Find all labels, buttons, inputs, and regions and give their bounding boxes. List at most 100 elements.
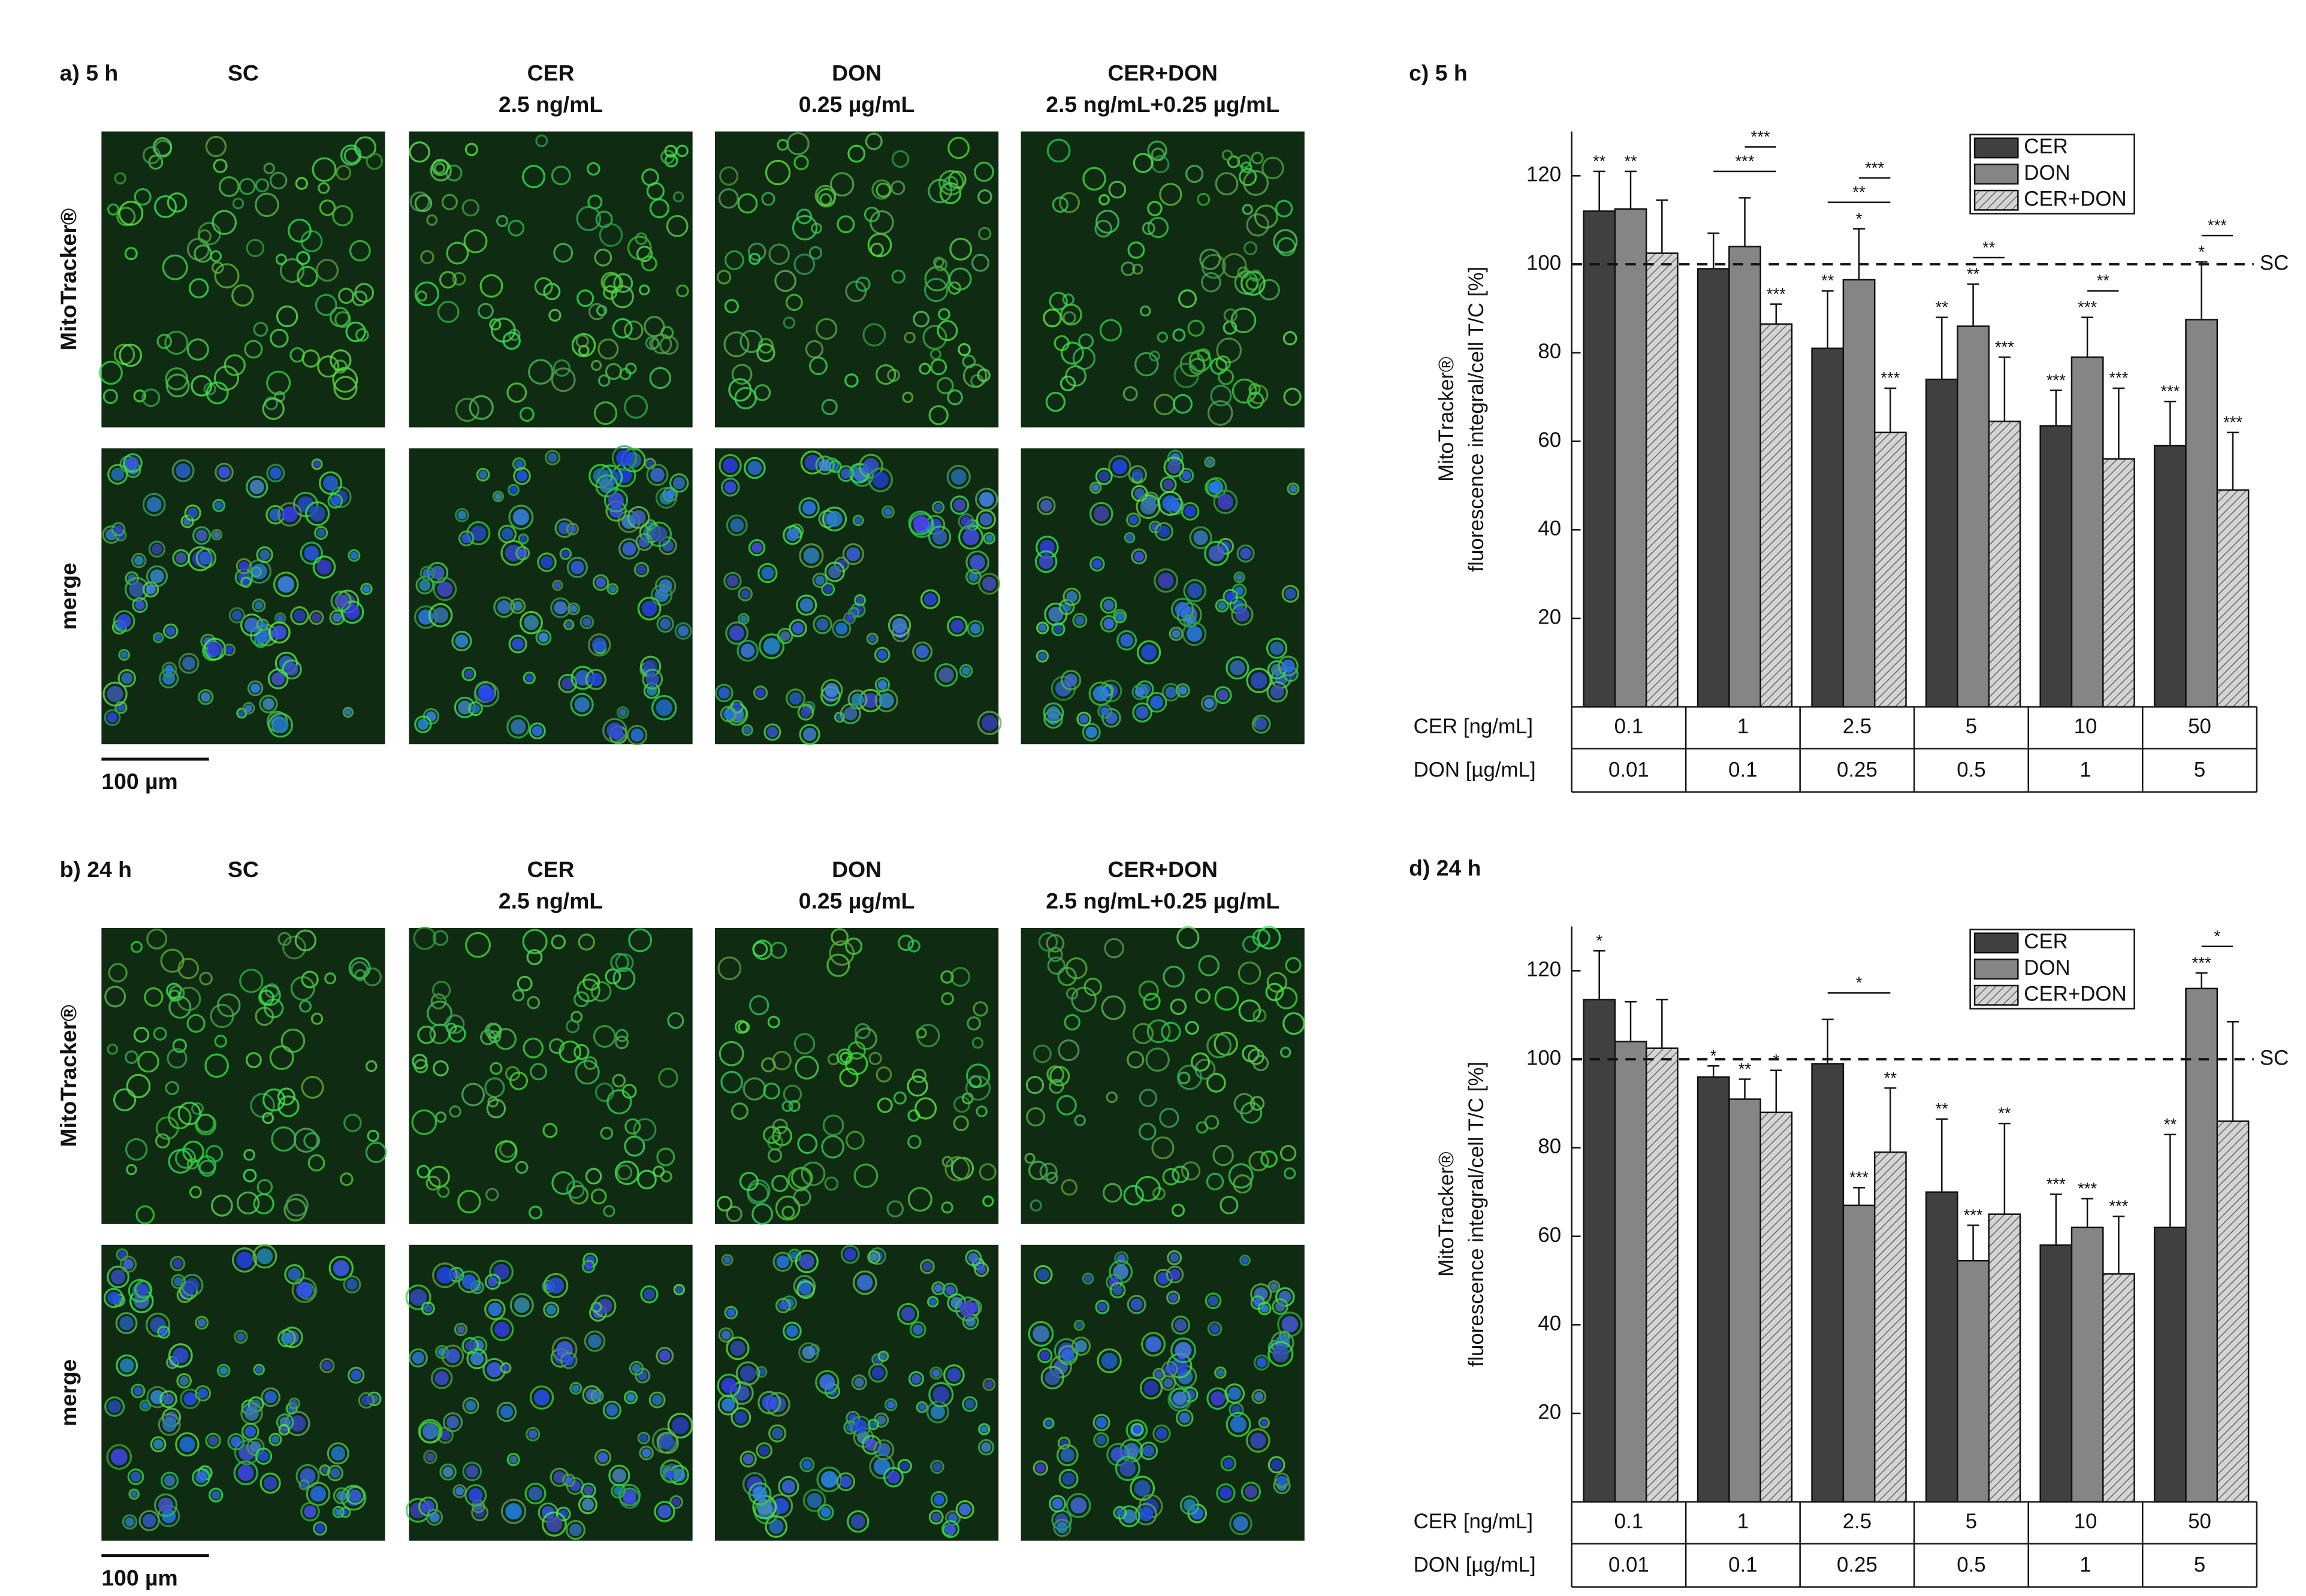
cell bbox=[1141, 1332, 1166, 1357]
cell bbox=[868, 1247, 886, 1265]
cell bbox=[761, 192, 775, 206]
cell bbox=[451, 630, 472, 652]
nucleus bbox=[153, 1439, 164, 1450]
cell bbox=[636, 246, 653, 262]
cell bbox=[965, 569, 982, 585]
nucleus bbox=[1271, 1459, 1282, 1470]
nucleus bbox=[245, 704, 253, 712]
cell bbox=[1134, 352, 1159, 377]
cell bbox=[1287, 482, 1300, 495]
cell bbox=[1162, 1168, 1180, 1186]
cell bbox=[255, 1447, 273, 1465]
nucleus bbox=[510, 486, 517, 494]
cell bbox=[1220, 1455, 1237, 1471]
nucleus bbox=[1172, 629, 1181, 639]
nucleus bbox=[107, 686, 123, 702]
cell bbox=[603, 488, 629, 513]
nucleus bbox=[334, 1508, 342, 1516]
cell bbox=[297, 265, 318, 288]
nucleus bbox=[528, 1486, 542, 1501]
nucleus bbox=[1112, 1285, 1123, 1296]
nucleus bbox=[533, 1389, 550, 1405]
bar bbox=[1957, 1260, 1990, 1503]
cell bbox=[644, 316, 665, 337]
cell bbox=[116, 207, 136, 226]
nucleus bbox=[130, 1471, 141, 1482]
nucleus bbox=[1095, 1417, 1107, 1428]
cell bbox=[930, 1491, 948, 1509]
nucleus bbox=[236, 1332, 245, 1341]
nucleus bbox=[871, 1367, 885, 1379]
cell bbox=[1127, 241, 1145, 259]
nucleus bbox=[1130, 1298, 1143, 1311]
cell bbox=[150, 1436, 167, 1453]
cell bbox=[947, 137, 970, 159]
cell bbox=[1183, 614, 1197, 628]
cell bbox=[886, 1200, 904, 1218]
cell bbox=[500, 1362, 512, 1374]
cell bbox=[114, 172, 126, 185]
cell bbox=[870, 210, 894, 235]
cell bbox=[491, 318, 516, 343]
cell bbox=[637, 1169, 657, 1190]
cell bbox=[1245, 1428, 1270, 1453]
nucleus bbox=[1134, 1480, 1151, 1497]
nucleus bbox=[840, 1476, 852, 1488]
nucleus bbox=[581, 1498, 594, 1511]
cell bbox=[259, 694, 278, 714]
cell bbox=[131, 552, 147, 569]
nucleus bbox=[1230, 1416, 1247, 1433]
x-tick-label: 0.1 bbox=[1728, 758, 1757, 781]
nucleus bbox=[1253, 1298, 1263, 1307]
nucleus bbox=[1151, 523, 1159, 531]
cell bbox=[126, 1074, 151, 1099]
cell bbox=[1182, 621, 1207, 646]
cell bbox=[796, 594, 817, 616]
nucleus bbox=[1204, 698, 1215, 709]
cell bbox=[639, 1445, 654, 1461]
nucleus bbox=[159, 1328, 168, 1337]
nucleus bbox=[105, 528, 117, 541]
cell bbox=[1123, 1184, 1144, 1206]
micrograph-background bbox=[1021, 131, 1305, 428]
nucleus bbox=[855, 517, 862, 524]
cell bbox=[469, 395, 494, 420]
nucleus bbox=[721, 1330, 731, 1340]
nucleus bbox=[650, 467, 665, 482]
cell bbox=[288, 219, 312, 243]
cell bbox=[1033, 1044, 1052, 1063]
cell bbox=[587, 633, 611, 657]
cell bbox=[916, 1024, 940, 1048]
cell bbox=[300, 1501, 320, 1522]
nucleus bbox=[772, 1498, 789, 1515]
nucleus bbox=[1105, 712, 1118, 724]
cell bbox=[270, 328, 289, 348]
cell bbox=[243, 1168, 257, 1183]
cell bbox=[1154, 568, 1178, 593]
cell bbox=[252, 598, 266, 613]
cell bbox=[1026, 1107, 1046, 1127]
cell bbox=[1064, 1014, 1080, 1031]
cell bbox=[360, 582, 373, 596]
nucleus bbox=[152, 543, 162, 555]
nucleus bbox=[334, 594, 348, 608]
bar bbox=[1728, 246, 1761, 708]
nucleus bbox=[846, 614, 853, 622]
cell bbox=[314, 525, 328, 540]
cell bbox=[243, 1148, 255, 1161]
nucleus bbox=[1163, 479, 1174, 490]
cell bbox=[1034, 550, 1058, 573]
nucleus bbox=[487, 1277, 498, 1287]
nucleus bbox=[932, 1369, 940, 1377]
cell bbox=[600, 271, 621, 292]
nucleus bbox=[312, 613, 321, 622]
cell bbox=[111, 522, 126, 537]
cell bbox=[1152, 1368, 1166, 1381]
cell bbox=[252, 1244, 277, 1269]
cell bbox=[205, 1432, 221, 1449]
nucleus bbox=[879, 693, 894, 708]
nucleus bbox=[445, 1349, 460, 1364]
cell bbox=[802, 1489, 826, 1512]
nucleus bbox=[440, 1429, 451, 1441]
cell bbox=[731, 364, 753, 385]
